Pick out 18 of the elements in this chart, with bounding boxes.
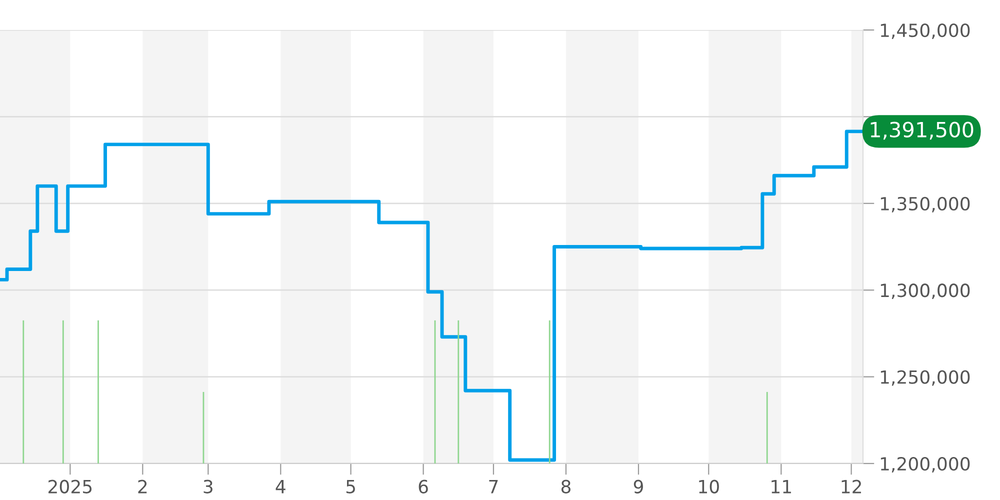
x-tick-label: 10 xyxy=(699,480,719,494)
x-tick-label: 11 xyxy=(772,480,791,494)
x-tick-label: 2025 xyxy=(48,480,92,494)
annotation: 1,391,500 xyxy=(870,122,974,140)
y-tick-label: 1,250,000 xyxy=(880,370,970,386)
y-tick-label: 1,200,000 xyxy=(880,456,970,472)
x-tick-label: 6 xyxy=(418,480,428,494)
y-tick-label: 1,350,000 xyxy=(880,196,970,212)
x-tick-label: 2 xyxy=(138,480,147,494)
y-tick-label: 1,300,000 xyxy=(880,284,970,300)
y-tick-label: 1,450,000 xyxy=(880,23,970,39)
x-tick-label: 12 xyxy=(842,480,861,494)
x-tick-label: 3 xyxy=(204,480,212,494)
x-tick-label: 9 xyxy=(634,480,643,494)
x-tick-label: 8 xyxy=(561,480,570,494)
x-tick-label: 5 xyxy=(346,480,355,494)
x-tick-label: 4 xyxy=(276,480,286,494)
x-tick-label: 7 xyxy=(489,480,498,494)
